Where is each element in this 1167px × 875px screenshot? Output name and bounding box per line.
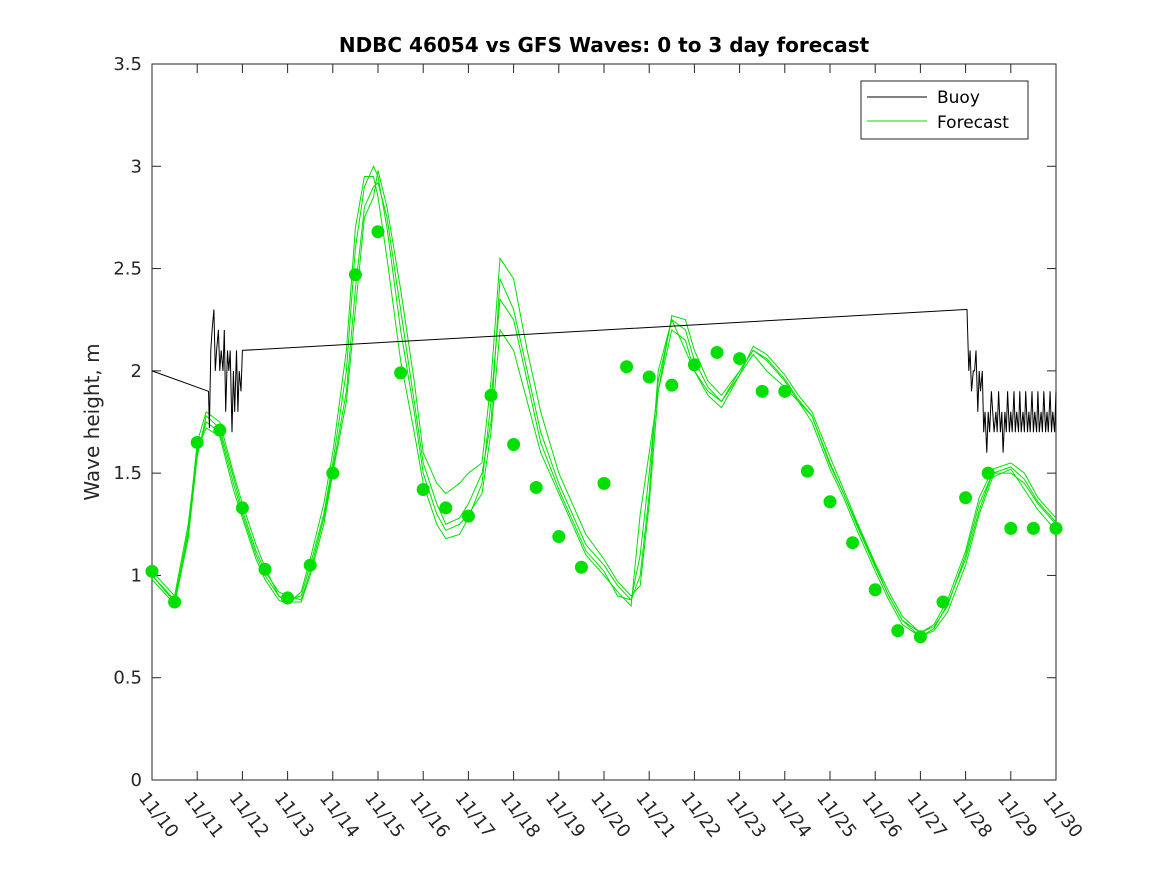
forecast-run-line [151,165,1057,634]
legend-buoy-label: Buoy [937,88,980,108]
forecast-point [687,358,701,372]
series-group [145,165,1063,644]
forecast-point [665,378,679,392]
forecast-point [823,495,837,509]
forecast-point [1026,521,1040,535]
y-tick-label: 2.5 [113,259,142,280]
forecast-point [190,435,204,449]
forecast-point [507,438,521,452]
forecast-point [461,509,475,523]
y-tick-label: 3 [131,156,142,177]
forecast-point [145,564,159,578]
forecast-point [213,423,227,437]
forecast-point [235,501,249,515]
forecast-point [484,388,498,402]
forecast-run-line [151,176,1057,638]
y-tick-label: 0.5 [113,668,142,689]
legend: Buoy Forecast [860,80,1029,140]
forecast-point [258,562,272,576]
forecast-point [959,491,973,505]
forecast-point [416,483,430,497]
forecast-point [981,466,995,480]
y-axis-label: Wave height, m [80,343,104,500]
forecast-point [620,360,634,374]
forecast-point [642,370,656,384]
forecast-point [552,530,566,544]
chart-title: NDBC 46054 vs GFS Waves: 0 to 3 day fore… [339,33,870,57]
forecast-point [778,384,792,398]
forecast-point [755,384,769,398]
forecast-point [439,501,453,515]
y-tick-label: 1 [131,565,142,586]
plot-area [151,63,1057,781]
forecast-point [710,345,724,359]
forecast-point [348,268,362,282]
forecast-point [891,624,905,638]
forecast-point [936,595,950,609]
forecast-point [529,480,543,494]
forecast-point [326,466,340,480]
buoy-line [151,309,1057,453]
y-tick-label: 0 [131,770,142,791]
forecast-point [733,352,747,366]
y-axis: 0 0.5 1 1.5 2 2.5 3 3.5 [113,54,1056,791]
forecast-point [1049,521,1063,535]
forecast-point [371,225,385,239]
forecast-point [1004,521,1018,535]
y-tick-label: 3.5 [113,54,142,75]
forecast-point [168,595,182,609]
forecast-run-line [151,170,1057,638]
forecast-point [303,558,317,572]
forecast-point [574,560,588,574]
legend-forecast-label: Forecast [937,113,1009,133]
y-tick-label: 2 [131,361,142,382]
forecast-point [281,591,295,605]
forecast-point [846,536,860,550]
legend-box [860,80,1029,140]
forecast-run-line [151,181,1057,634]
forecast-point [800,464,814,478]
y-tick-label: 1.5 [113,463,142,484]
forecast-point [394,366,408,380]
forecast-point [597,476,611,490]
forecast-point [868,583,882,597]
forecast-point [913,630,927,644]
